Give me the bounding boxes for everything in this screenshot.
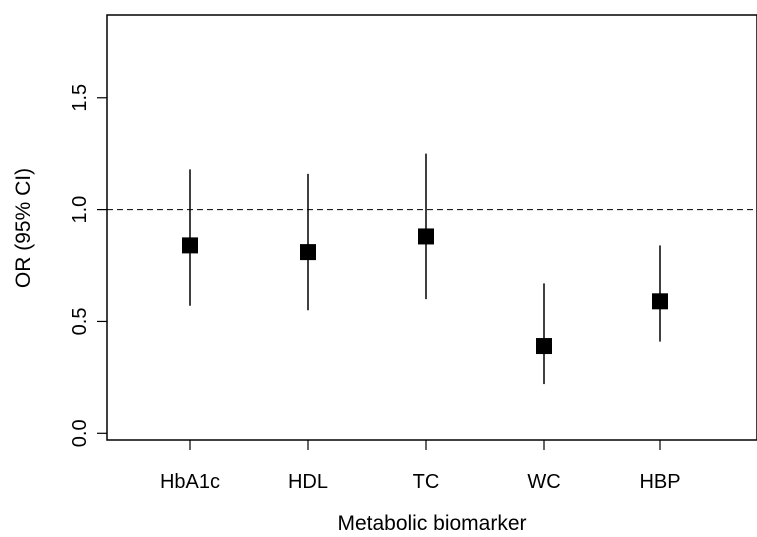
x-tick-label: TC	[413, 471, 440, 493]
y-tick-label: 1.0	[69, 196, 91, 224]
y-tick-label: 0.0	[69, 419, 91, 447]
y-tick-label: 0.5	[69, 308, 91, 336]
point-estimate-marker	[536, 338, 552, 355]
plot-frame	[106, 14, 757, 441]
point-estimate-marker	[418, 228, 434, 245]
x-tick-label: WC	[527, 471, 560, 493]
point-estimate-marker	[182, 237, 198, 254]
x-axis: HbA1c HDL TC WC HBP	[160, 440, 681, 493]
y-axis-label: OR (95% CI)	[12, 168, 35, 288]
point-estimate-marker	[300, 244, 316, 261]
data-marks	[182, 153, 668, 385]
x-axis-label: Metabolic biomarker	[337, 512, 526, 535]
x-tick-label: HbA1c	[160, 471, 220, 493]
y-tick-label: 1.5	[69, 84, 91, 112]
x-tick-label: HDL	[288, 471, 328, 493]
point-estimate-marker	[652, 293, 668, 310]
x-tick-label: HBP	[639, 471, 680, 493]
y-axis: 0.0 0.5 1.0 1.5	[69, 84, 107, 447]
